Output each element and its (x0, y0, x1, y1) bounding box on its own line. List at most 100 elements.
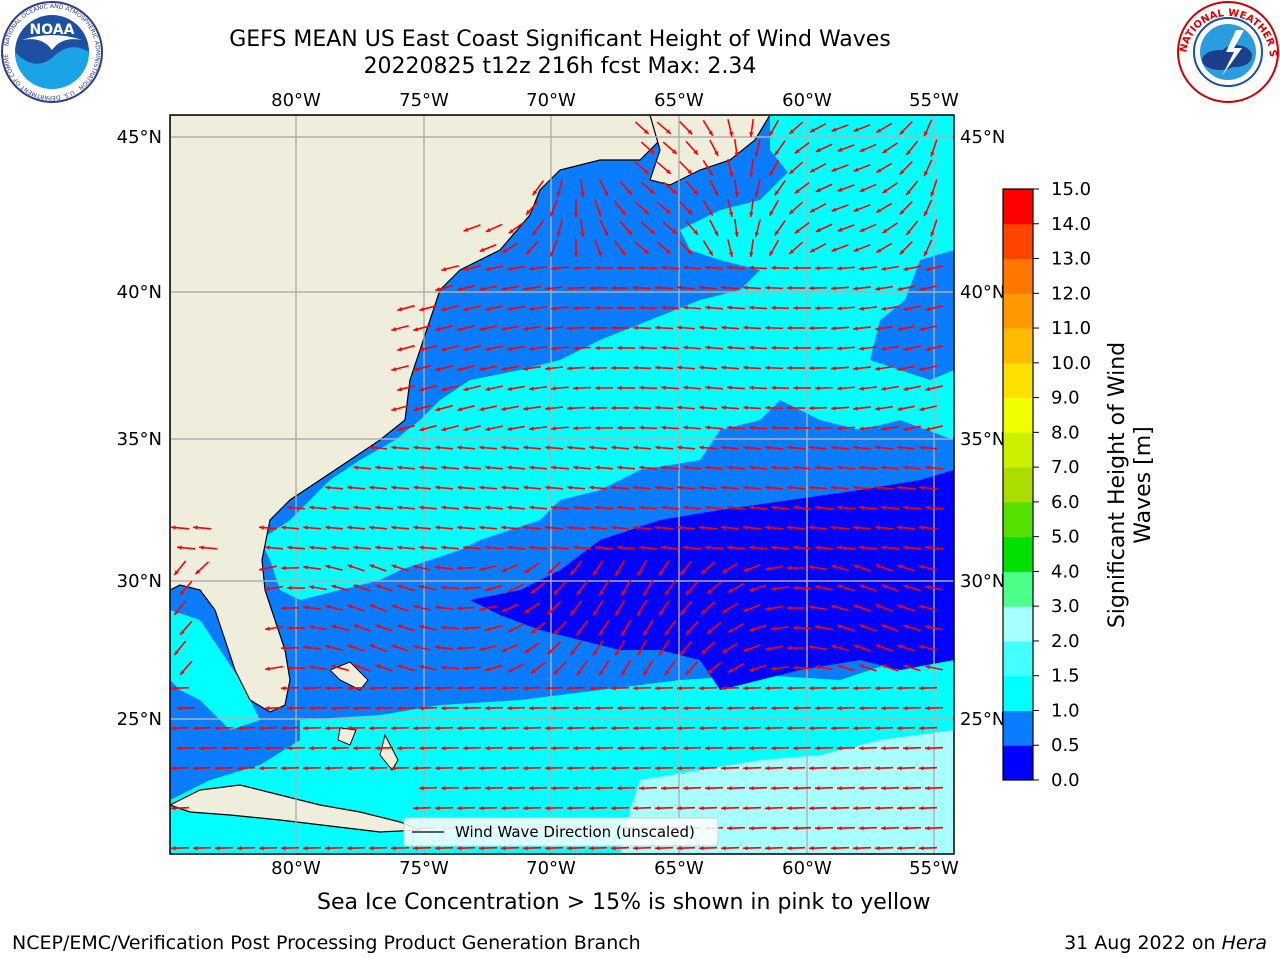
wave-arrow (456, 805, 476, 811)
colorbar-tick-label: 15.0 (1051, 179, 1091, 200)
wave-arrow (786, 325, 806, 331)
wave-arrow (500, 725, 520, 731)
wave-arrow (566, 525, 586, 530)
wave-arrow (720, 805, 740, 811)
wave-arrow (743, 644, 761, 652)
wave-arrow (440, 545, 460, 550)
wave-arrow (528, 705, 548, 711)
wave-arrow (814, 346, 834, 351)
footer-date: 31 Aug 2022 on Hera (1064, 932, 1267, 954)
wave-arrow (484, 465, 504, 470)
wave-arrow (173, 560, 187, 576)
wave-arrow (531, 220, 545, 236)
wave-arrow (902, 785, 922, 791)
wave-arrow (330, 705, 350, 711)
wave-arrow (588, 525, 608, 530)
wave-arrow (918, 525, 938, 530)
wave-arrow (919, 644, 937, 651)
colorbar-tick-label: 12.0 (1051, 283, 1091, 304)
wave-arrow (616, 505, 636, 510)
wave-arrow (748, 305, 768, 310)
wave-arrow (434, 645, 454, 650)
wave-arrow (572, 505, 592, 510)
wave-arrow (413, 604, 431, 611)
wave-arrow (566, 326, 586, 331)
wave-arrow (507, 345, 525, 351)
wave-arrow (792, 305, 812, 311)
wave-arrow (881, 584, 899, 592)
wave-arrow (479, 645, 497, 652)
wave-arrow (485, 624, 503, 632)
wave-arrow (616, 705, 636, 711)
wave-arrow (749, 664, 767, 672)
wave-arrow (899, 200, 913, 216)
wave-arrow (353, 664, 371, 672)
wave-arrow (882, 222, 898, 234)
wave-arrow (880, 345, 900, 351)
wave-arrow (720, 325, 740, 330)
wave-arrow (550, 266, 570, 271)
wave-arrow (770, 465, 790, 470)
wave-arrow (522, 845, 542, 851)
wave-arrow (830, 725, 850, 731)
wave-arrow (640, 221, 656, 235)
wave-arrow (792, 265, 812, 271)
wave-arrow (774, 220, 786, 236)
wave-arrow (858, 785, 878, 791)
wave-arrow (704, 505, 724, 510)
wave-arrow (352, 545, 372, 550)
wave-arrow (727, 239, 734, 257)
wave-arrow (792, 425, 812, 431)
wave-arrow (616, 265, 636, 271)
wave-arrow (485, 664, 503, 672)
wave-arrow (610, 725, 630, 731)
wave-arrow (619, 220, 633, 236)
wave-arrow (875, 604, 893, 612)
wave-arrow (391, 604, 409, 612)
wave-arrow (419, 384, 437, 392)
wave-arrow (897, 325, 915, 331)
wave-arrow (676, 285, 696, 290)
wave-arrow (463, 305, 481, 312)
wave-arrow (550, 346, 570, 351)
wave-arrow (831, 604, 849, 612)
wave-arrow (794, 181, 810, 195)
wave-arrow (530, 621, 546, 635)
wave-arrow (525, 240, 539, 256)
wave-arrow (764, 725, 784, 731)
wave-arrow (522, 285, 542, 291)
wave-arrow (698, 445, 718, 450)
wave-arrow (397, 344, 415, 352)
wave-arrow (544, 406, 564, 411)
wave-arrow (654, 845, 674, 851)
wave-arrow (853, 163, 871, 173)
wave-arrow (286, 505, 306, 510)
wave-arrow (594, 465, 614, 470)
wave-arrow (528, 785, 548, 791)
wave-arrow (880, 745, 900, 751)
wave-arrow (852, 845, 872, 851)
wave-arrow (463, 385, 481, 392)
wave-arrow (924, 745, 944, 751)
wave-arrow (632, 725, 652, 731)
wave-arrow (726, 385, 746, 390)
wave-arrow (858, 705, 878, 711)
wave-arrow (610, 685, 630, 691)
wave-arrow (374, 745, 394, 751)
wave-arrow (614, 599, 626, 617)
wave-arrow (544, 286, 564, 291)
wave-arrow (588, 365, 608, 371)
wave-arrow (880, 785, 900, 791)
wave-arrow (897, 564, 915, 572)
wave-arrow (852, 485, 872, 490)
wave-arrow (501, 365, 519, 371)
wave-arrow (720, 485, 740, 490)
wave-arrow (875, 242, 893, 254)
wave-arrow (331, 664, 349, 672)
wave-arrow (170, 805, 190, 811)
wave-arrow (830, 485, 850, 490)
wave-arrow (764, 845, 784, 851)
wave-arrow (634, 161, 650, 175)
wave-arrow (456, 606, 476, 611)
wave-arrow (198, 545, 218, 550)
